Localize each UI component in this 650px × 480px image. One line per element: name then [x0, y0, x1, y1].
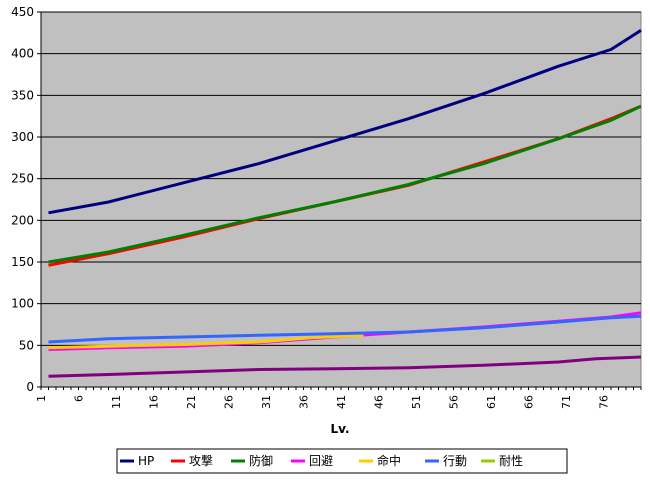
y-tick-label: 300 — [11, 130, 34, 144]
x-tick-label: 26 — [223, 395, 236, 409]
x-tick-label: 16 — [148, 395, 161, 409]
x-tick-label: 46 — [373, 395, 386, 409]
x-tick-label: 66 — [523, 395, 536, 409]
x-tick-label: 56 — [448, 395, 461, 409]
y-tick-label: 400 — [11, 47, 34, 61]
y-tick-label: 150 — [11, 255, 34, 269]
series-line-2 — [48, 104, 642, 264]
x-tick-label: 76 — [598, 395, 611, 409]
x-tick-label: 1 — [35, 395, 48, 402]
x-tick-label: 21 — [185, 395, 198, 409]
series-line-7 — [48, 355, 642, 378]
y-tick-label: 50 — [19, 338, 34, 352]
legend: HP 攻撃 防御 回避 命中 行動 耐性 — [120, 453, 523, 468]
y-tick-label: 0 — [26, 380, 34, 394]
x-tick-label: 71 — [560, 395, 573, 409]
x-axis-title: Lv. — [330, 422, 349, 436]
x-tick-label: 6 — [73, 395, 86, 402]
x-tick-label: 61 — [485, 395, 498, 409]
legend-label: 耐性 — [499, 454, 523, 468]
series-line-4 — [48, 333, 364, 350]
x-tick-label: 41 — [335, 395, 348, 409]
y-tick-labels: 0 50 100 150 200 250 300 350 400 450 — [11, 5, 41, 394]
y-tick-label: 350 — [11, 88, 34, 102]
x-tick-label: 51 — [410, 395, 423, 409]
series-line-5 — [48, 314, 642, 344]
x-tick-labels: 1 6 11 16 21 26 31 36 41 46 51 56 61 66 71 76 — [35, 387, 642, 409]
y-tick-label: 450 — [11, 5, 34, 19]
series-lines — [48, 29, 642, 378]
legend-label: 防御 — [249, 453, 273, 468]
x-tick-label: 36 — [298, 395, 311, 409]
legend-label: 回避 — [309, 454, 333, 468]
y-tick-label: 100 — [11, 297, 34, 311]
legend-label: 攻撃 — [189, 453, 213, 468]
x-tick-label: 31 — [260, 395, 273, 409]
legend-label: 命中 — [377, 453, 401, 468]
x-tick-label: 11 — [110, 395, 123, 409]
series-line-0 — [48, 29, 642, 215]
y-tick-label: 200 — [11, 213, 34, 227]
legend-label: HP — [138, 454, 154, 468]
legend-label: 行動 — [443, 454, 467, 468]
y-tick-label: 250 — [11, 172, 34, 186]
